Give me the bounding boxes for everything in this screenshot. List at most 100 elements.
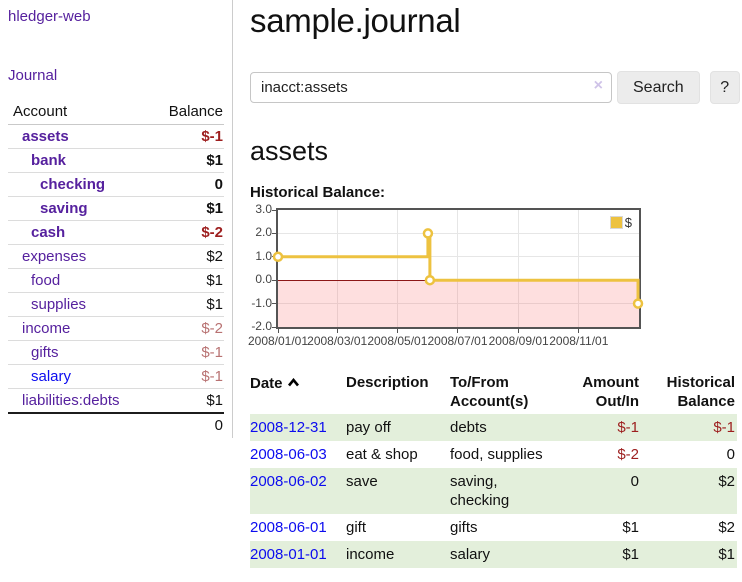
register-description: save xyxy=(346,473,378,490)
accounts-header-balance: Balance xyxy=(148,100,224,125)
register-balance: 0 xyxy=(726,446,735,463)
legend-label: $ xyxy=(624,215,632,230)
help-button[interactable]: ? xyxy=(709,71,740,104)
account-balance: $-2 xyxy=(148,316,224,341)
account-row: income $-2 xyxy=(8,316,224,341)
register-date-link[interactable]: 2008-12-31 xyxy=(250,419,327,436)
account-row: salary $-1 xyxy=(8,364,224,389)
register-description: pay off xyxy=(346,419,391,436)
account-link-cash[interactable]: cash xyxy=(31,224,66,241)
register-date-link[interactable]: 2008-06-02 xyxy=(250,473,327,490)
register-balance: $2 xyxy=(718,519,735,536)
y-axis-tick-label: -2.0 xyxy=(251,319,272,333)
account-link-checking[interactable]: checking xyxy=(40,176,106,193)
register-date-link[interactable]: 2008-01-01 xyxy=(250,546,327,563)
register-balance: $-1 xyxy=(713,419,735,436)
account-link-bank[interactable]: bank xyxy=(31,152,67,169)
register-header-amount: Amount Out/In xyxy=(582,374,639,410)
account-row: food $1 xyxy=(8,268,224,293)
register-accounts: food, supplies xyxy=(450,446,543,463)
register-header-accounts: To/From Account(s) xyxy=(450,374,529,410)
account-row: expenses $2 xyxy=(8,244,224,269)
account-balance: $-1 xyxy=(148,364,224,389)
register-row: 2008-12-31 pay off debts $-1 $-1 xyxy=(250,414,737,441)
account-link-food[interactable]: food xyxy=(31,272,61,289)
x-axis-tick-label: 2008/01/01 xyxy=(247,334,309,348)
account-row: bank $1 xyxy=(8,148,224,173)
account-link-income[interactable]: income xyxy=(22,320,71,337)
register-balance: $1 xyxy=(718,546,735,563)
register-amount: $-1 xyxy=(617,419,639,436)
app-title-link[interactable]: hledger-web xyxy=(8,8,91,25)
account-link-supplies[interactable]: supplies xyxy=(31,296,87,313)
chart-legend: $ xyxy=(607,214,634,231)
chart-plot-area: $ xyxy=(272,208,644,333)
account-row: assets $-1 xyxy=(8,125,224,149)
y-axis-tick-label: 2.0 xyxy=(255,225,272,240)
register-amount: $1 xyxy=(622,519,639,536)
account-link-liabilities-debts[interactable]: liabilities:debts xyxy=(22,392,120,409)
y-axis-tick-label: -1.0 xyxy=(251,295,272,310)
account-row: liabilities:debts $1 xyxy=(8,388,224,413)
register-balance: $2 xyxy=(718,473,735,490)
legend-swatch-icon xyxy=(609,216,623,229)
register-row: 2008-06-01 gift gifts $1 $2 xyxy=(250,514,737,541)
account-row: gifts $-1 xyxy=(8,340,224,365)
account-balance: $1 xyxy=(148,292,224,317)
account-balance: $1 xyxy=(148,196,224,221)
x-axis-tick-label: 2008/07/01 xyxy=(427,334,488,348)
data-point-marker xyxy=(272,251,284,263)
x-axis-tick-label: 2008/03/01 xyxy=(307,334,368,348)
account-balance: $1 xyxy=(148,268,224,293)
register-accounts: debts xyxy=(450,419,487,436)
register-accounts: saving, checking xyxy=(450,473,510,509)
accounts-total-balance: 0 xyxy=(148,412,224,437)
data-point-marker xyxy=(424,274,436,286)
register-header-date[interactable]: Date xyxy=(250,371,346,414)
y-axis-tick-label: 0.0 xyxy=(255,272,272,287)
page-title: sample.journal xyxy=(250,2,461,39)
account-row: cash $-2 xyxy=(8,220,224,245)
sidebar-divider xyxy=(232,0,233,438)
register-accounts: gifts xyxy=(450,519,478,536)
sidebar-item-journal[interactable]: Journal xyxy=(8,67,58,84)
account-row: supplies $1 xyxy=(8,292,224,317)
register-header-balance: Historical Balance xyxy=(666,374,735,410)
register-date-link[interactable]: 2008-06-03 xyxy=(250,446,327,463)
y-axis-tick-label: 3.0 xyxy=(255,202,272,216)
x-axis-tick-label: 2008/05/01 xyxy=(367,334,428,348)
account-balance: $-2 xyxy=(148,220,224,245)
data-point-marker xyxy=(422,228,434,239)
account-balance: $-1 xyxy=(148,340,224,365)
register-table: Date Description To/From Account(s) Amou… xyxy=(250,371,737,568)
account-balance: $-1 xyxy=(201,128,223,145)
account-balance: $1 xyxy=(148,388,224,413)
account-balance: $2 xyxy=(148,244,224,269)
register-amount: $1 xyxy=(622,546,639,563)
main-content: sample.journal × Search ? assets Histori… xyxy=(245,0,742,568)
account-link-saving[interactable]: saving xyxy=(40,200,88,217)
account-link-salary[interactable]: salary xyxy=(31,368,72,385)
accounts-header-account: Account xyxy=(8,100,149,125)
register-date-link[interactable]: 2008-06-01 xyxy=(250,519,327,536)
search-input[interactable] xyxy=(250,72,612,103)
clear-search-icon[interactable]: × xyxy=(593,77,603,94)
search-button[interactable]: Search xyxy=(617,71,700,104)
account-row: checking 0 xyxy=(8,172,224,197)
register-amount: $-2 xyxy=(617,446,639,463)
data-point-marker xyxy=(632,298,644,309)
historical-balance-chart: $ 3.0 2.0 1.0 0.0 -1.0 -2.0 2008/01/01 2008/03/… xyxy=(245,202,742,350)
account-balance: 0 xyxy=(148,172,224,197)
accounts-total-row: 0 xyxy=(8,412,224,437)
register-header-description: Description xyxy=(346,374,429,391)
register-row: 2008-01-01 income salary $1 $1 xyxy=(250,541,737,568)
sidebar: hledger-web Journal Account Balance asse… xyxy=(0,0,232,445)
chart-title: Historical Balance: xyxy=(250,184,386,201)
balance-line-series xyxy=(272,228,644,309)
account-link-expenses[interactable]: expenses xyxy=(22,248,87,265)
account-link-gifts[interactable]: gifts xyxy=(31,344,59,361)
account-row: saving $1 xyxy=(8,196,224,221)
account-link-assets[interactable]: assets xyxy=(22,128,69,145)
sort-ascending-icon xyxy=(287,373,300,392)
